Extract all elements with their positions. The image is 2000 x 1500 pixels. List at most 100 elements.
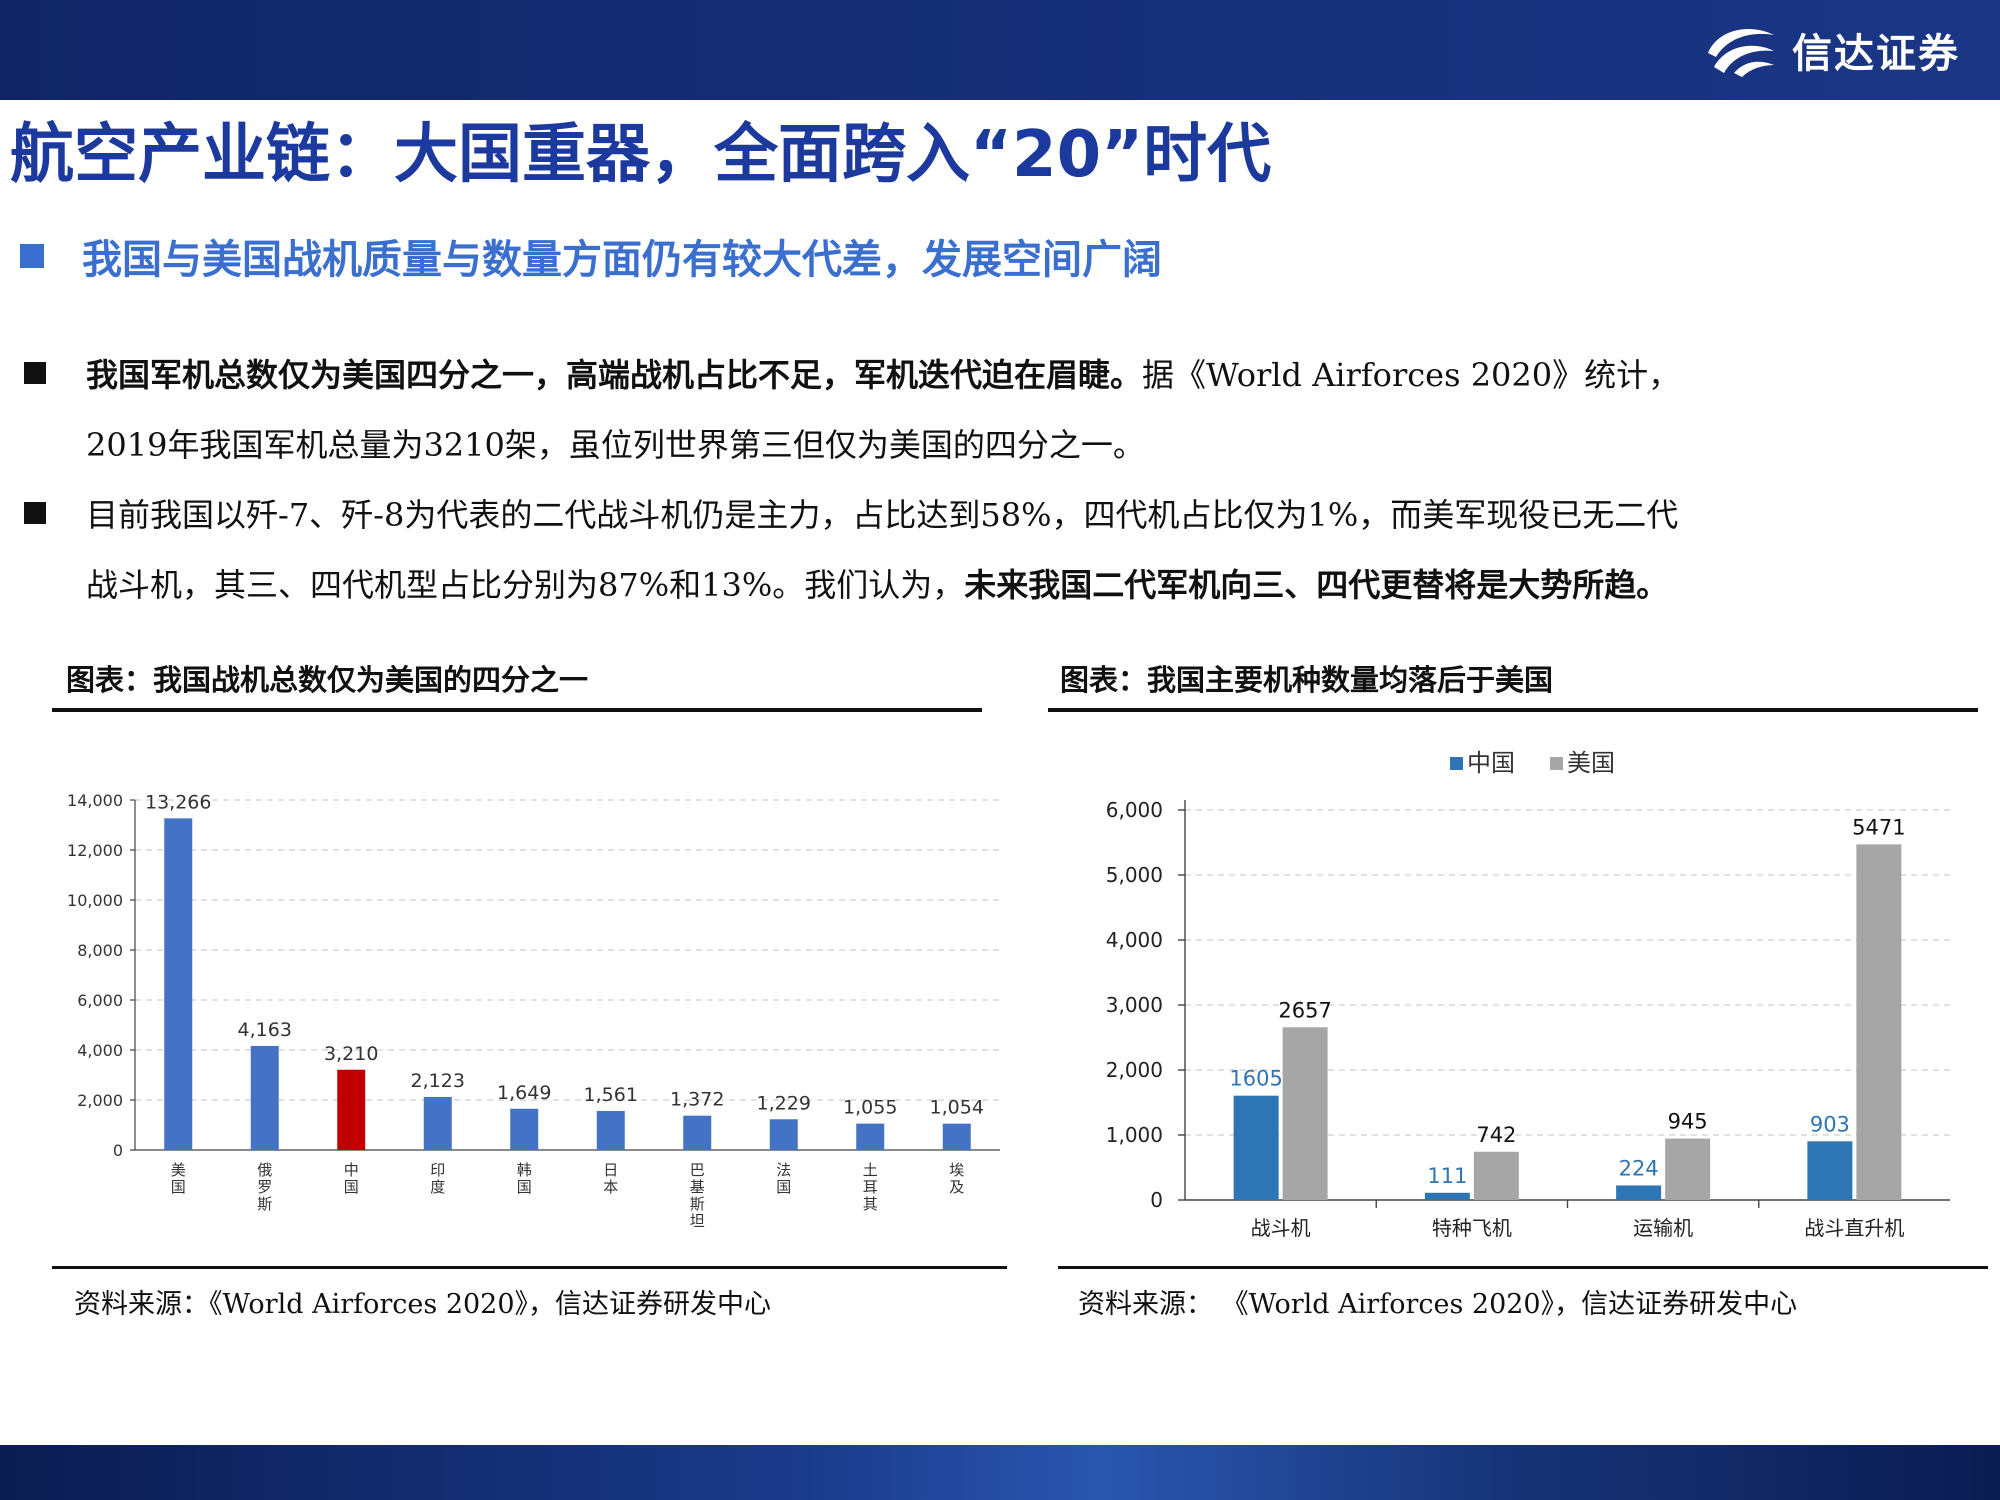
data-label: 1,561 <box>584 1084 638 1106</box>
y-tick-label: 2,000 <box>1106 1058 1163 1082</box>
caption-divider <box>52 708 982 712</box>
category-label: 日本 <box>603 1161 618 1196</box>
category-label: 巴基斯坦 <box>690 1161 705 1230</box>
header-bar: 信达证券 <box>0 0 2000 100</box>
legend: 中国 美国 <box>1450 749 1615 777</box>
legend-label: 美国 <box>1567 749 1615 777</box>
category-label: 印度 <box>430 1161 445 1196</box>
data-label: 742 <box>1476 1123 1516 1147</box>
left-chart-source: 资料来源：《World Airforces 2020》，信达证券研发中心 <box>74 1289 772 1320</box>
data-label: 224 <box>1619 1156 1659 1180</box>
bar <box>769 1119 798 1150</box>
bar <box>683 1115 712 1150</box>
data-label: 1,229 <box>757 1092 811 1114</box>
data-label: 1,372 <box>670 1089 724 1111</box>
y-tick-label: 4,000 <box>77 1041 123 1060</box>
legend-label: 中国 <box>1467 749 1515 777</box>
caption-divider <box>1048 708 1978 712</box>
legend-swatch <box>1450 757 1463 770</box>
category-label: 土耳其 <box>863 1161 878 1213</box>
data-label: 1,055 <box>843 1097 897 1119</box>
data-label: 1,649 <box>497 1082 551 1104</box>
bar <box>1473 1151 1519 1200</box>
brand-logo: 信达证券 <box>1704 20 1960 80</box>
brand-name: 信达证券 <box>1792 31 1960 77</box>
data-label: 111 <box>1427 1164 1467 1188</box>
footer-bar <box>0 1445 2000 1500</box>
y-tick-label: 10,000 <box>67 891 123 910</box>
bar <box>1665 1138 1711 1200</box>
aircraft-total-chart: 0 2,000 4,000 6,000 8,000 10,000 12,000 14,000 1… <box>67 791 1000 1230</box>
y-tick-label: 0 <box>113 1141 123 1160</box>
bold-conclusion: 未来我国二代军机向三、四代更替将是大势所趋。 <box>964 566 1669 604</box>
bar <box>1282 1027 1328 1200</box>
category-label: 法国 <box>776 1161 791 1196</box>
y-tick-label: 3,000 <box>1106 993 1163 1017</box>
subtitle-text: 我国与美国战机质量与数量方面仍有较大代差，发展空间广阔 <box>82 237 1162 283</box>
data-label: 5471 <box>1852 815 1905 839</box>
bar <box>1233 1095 1279 1200</box>
bold-statement: 我国军机总数仅为美国四分之一，高端战机占比不足，军机迭代迫在眉睫。 <box>86 356 1143 394</box>
bar <box>510 1108 539 1150</box>
bar <box>164 818 193 1150</box>
paragraph-line: 我国军机总数仅为美国四分之一，高端战机占比不足，军机迭代迫在眉睫。据《World… <box>86 350 1680 396</box>
bar <box>856 1123 885 1150</box>
right-chart-source: 资料来源： 《World Airforces 2020》，信达证券研发中心 <box>1078 1289 1798 1320</box>
legend-swatch <box>1550 757 1563 770</box>
y-tick-label: 4,000 <box>1106 928 1163 952</box>
data-label: 945 <box>1668 1110 1708 1134</box>
data-label: 1605 <box>1229 1067 1282 1091</box>
data-label: 4,163 <box>238 1019 292 1041</box>
bar <box>942 1123 971 1150</box>
data-label: 903 <box>1810 1112 1850 1136</box>
square-bullet-icon <box>24 502 46 524</box>
y-tick-label: 2,000 <box>77 1091 123 1110</box>
category-label: 运输机 <box>1633 1216 1693 1240</box>
bar <box>1807 1141 1853 1200</box>
y-tick-label: 5,000 <box>1106 863 1163 887</box>
brand-swoosh-icon <box>1708 29 1774 77</box>
y-tick-label: 12,000 <box>67 841 123 860</box>
y-tick-label: 14,000 <box>67 791 123 810</box>
aircraft-type-chart: 中国 美国 0 1,000 2,000 3,000 4,000 5,000 6,000 战斗机 16… <box>1106 749 1950 1240</box>
bar <box>423 1096 452 1150</box>
square-bullet-icon <box>24 362 46 384</box>
text-run: 据《World Airforces 2020》统计， <box>1142 356 1681 394</box>
category-label: 战斗直升机 <box>1804 1216 1904 1240</box>
data-label: 2,123 <box>411 1070 465 1092</box>
category-label: 美国 <box>171 1161 186 1196</box>
bar <box>1856 844 1902 1200</box>
source-divider <box>1058 1266 1988 1269</box>
right-chart-caption: 图表：我国主要机种数量均落后于美国 <box>1060 663 1554 697</box>
y-tick-label: 6,000 <box>1106 798 1163 822</box>
source-divider <box>52 1266 1007 1269</box>
paragraph-line: 目前我国以歼-7、歼-8为代表的二代战斗机仍是主力，占比达到58%，四代机占比仅… <box>86 496 1679 534</box>
bar <box>250 1045 279 1150</box>
data-label: 1,054 <box>930 1097 984 1119</box>
text-run: 战斗机，其三、四代机型占比分别为87%和13%。我们认为， <box>86 566 965 604</box>
y-tick-label: 6,000 <box>77 991 123 1010</box>
paragraph-line: 战斗机，其三、四代机型占比分别为87%和13%。我们认为，未来我国二代军机向三、… <box>86 560 1668 606</box>
bullet-paragraph-1: 我国军机总数仅为美国四分之一，高端战机占比不足，军机迭代迫在眉睫。据《World… <box>24 350 1984 464</box>
category-label: 特种飞机 <box>1432 1216 1512 1240</box>
data-label: 2657 <box>1278 998 1331 1022</box>
square-bullet-icon <box>20 244 44 268</box>
bar <box>596 1110 625 1150</box>
y-tick-label: 0 <box>1150 1188 1163 1212</box>
page-title: 航空产业链：大国重器，全面跨入“20”时代 <box>10 118 1272 192</box>
category-label: 埃及 <box>949 1161 964 1196</box>
bar <box>1616 1185 1662 1200</box>
bar <box>1424 1192 1470 1200</box>
section-subtitle: 我国与美国战机质量与数量方面仍有较大代差，发展空间广阔 <box>20 226 1162 286</box>
left-chart-caption: 图表：我国战机总数仅为美国的四分之一 <box>66 663 589 697</box>
data-label: 3,210 <box>324 1043 378 1065</box>
bullet-paragraph-2: 目前我国以歼-7、歼-8为代表的二代战斗机仍是主力，占比达到58%，四代机占比仅… <box>24 490 1984 604</box>
category-label: 战斗机 <box>1251 1216 1311 1240</box>
category-label: 中国 <box>344 1161 359 1196</box>
paragraph-line: 2019年我国军机总量为3210架，虽位列世界第三但仅为美国的四分之一。 <box>86 426 1145 464</box>
bar <box>337 1069 366 1150</box>
y-tick-label: 1,000 <box>1106 1123 1163 1147</box>
category-label: 俄罗斯 <box>257 1161 272 1213</box>
category-label: 韩国 <box>517 1161 532 1196</box>
y-tick-label: 8,000 <box>77 941 123 960</box>
